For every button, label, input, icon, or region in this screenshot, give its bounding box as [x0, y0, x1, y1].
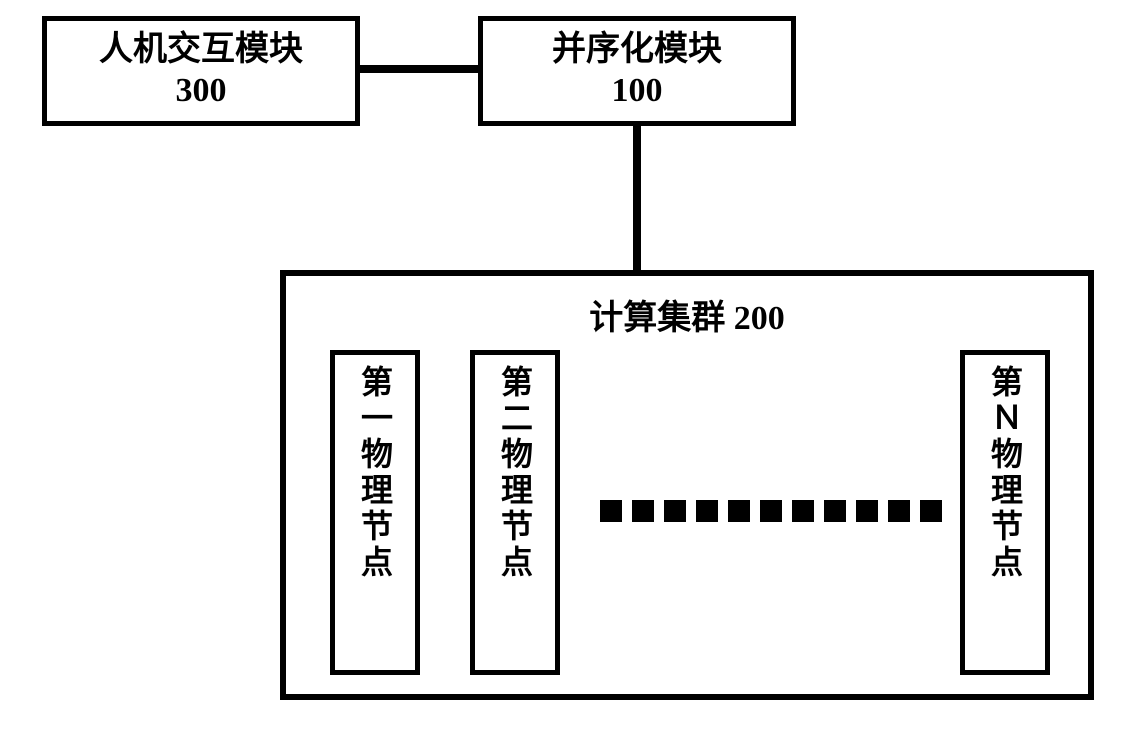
- ellipsis-dot: [600, 500, 622, 522]
- ellipsis-dot: [792, 500, 814, 522]
- connector-serializer-cluster: [633, 126, 641, 270]
- hmi-number: 300: [176, 71, 227, 112]
- serializer-label: 并序化模块: [552, 30, 722, 71]
- connector-hmi-serializer: [360, 65, 478, 73]
- ellipsis-dots: [600, 500, 942, 522]
- serializer-module-box: 并序化模块 100: [478, 16, 796, 126]
- ellipsis-dot: [856, 500, 878, 522]
- cluster-title: 计算集群 200: [280, 290, 1094, 339]
- node-label-n: 第Ｎ物理节点: [982, 365, 1028, 581]
- physical-node-n: 第Ｎ物理节点: [960, 350, 1050, 675]
- serializer-number: 100: [612, 71, 663, 112]
- physical-node-2: 第二物理节点: [470, 350, 560, 675]
- hmi-label: 人机交互模块: [99, 30, 303, 71]
- ellipsis-dot: [632, 500, 654, 522]
- ellipsis-dot: [760, 500, 782, 522]
- ellipsis-dot: [664, 500, 686, 522]
- node-label-2: 第二物理节点: [492, 365, 538, 581]
- ellipsis-dot: [888, 500, 910, 522]
- ellipsis-dot: [920, 500, 942, 522]
- ellipsis-dot: [696, 500, 718, 522]
- hmi-module-box: 人机交互模块 300: [42, 16, 360, 126]
- node-label-1: 第一物理节点: [352, 365, 398, 581]
- physical-node-1: 第一物理节点: [330, 350, 420, 675]
- ellipsis-dot: [728, 500, 750, 522]
- ellipsis-dot: [824, 500, 846, 522]
